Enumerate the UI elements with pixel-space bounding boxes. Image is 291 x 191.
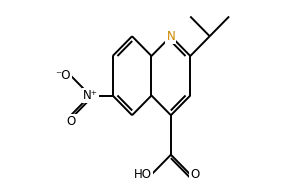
- Text: N⁺: N⁺: [83, 89, 98, 102]
- Text: O: O: [190, 168, 200, 181]
- Text: ⁻O: ⁻O: [55, 69, 71, 82]
- Text: O: O: [66, 115, 75, 128]
- Text: N: N: [166, 30, 175, 43]
- Text: HO: HO: [134, 168, 152, 181]
